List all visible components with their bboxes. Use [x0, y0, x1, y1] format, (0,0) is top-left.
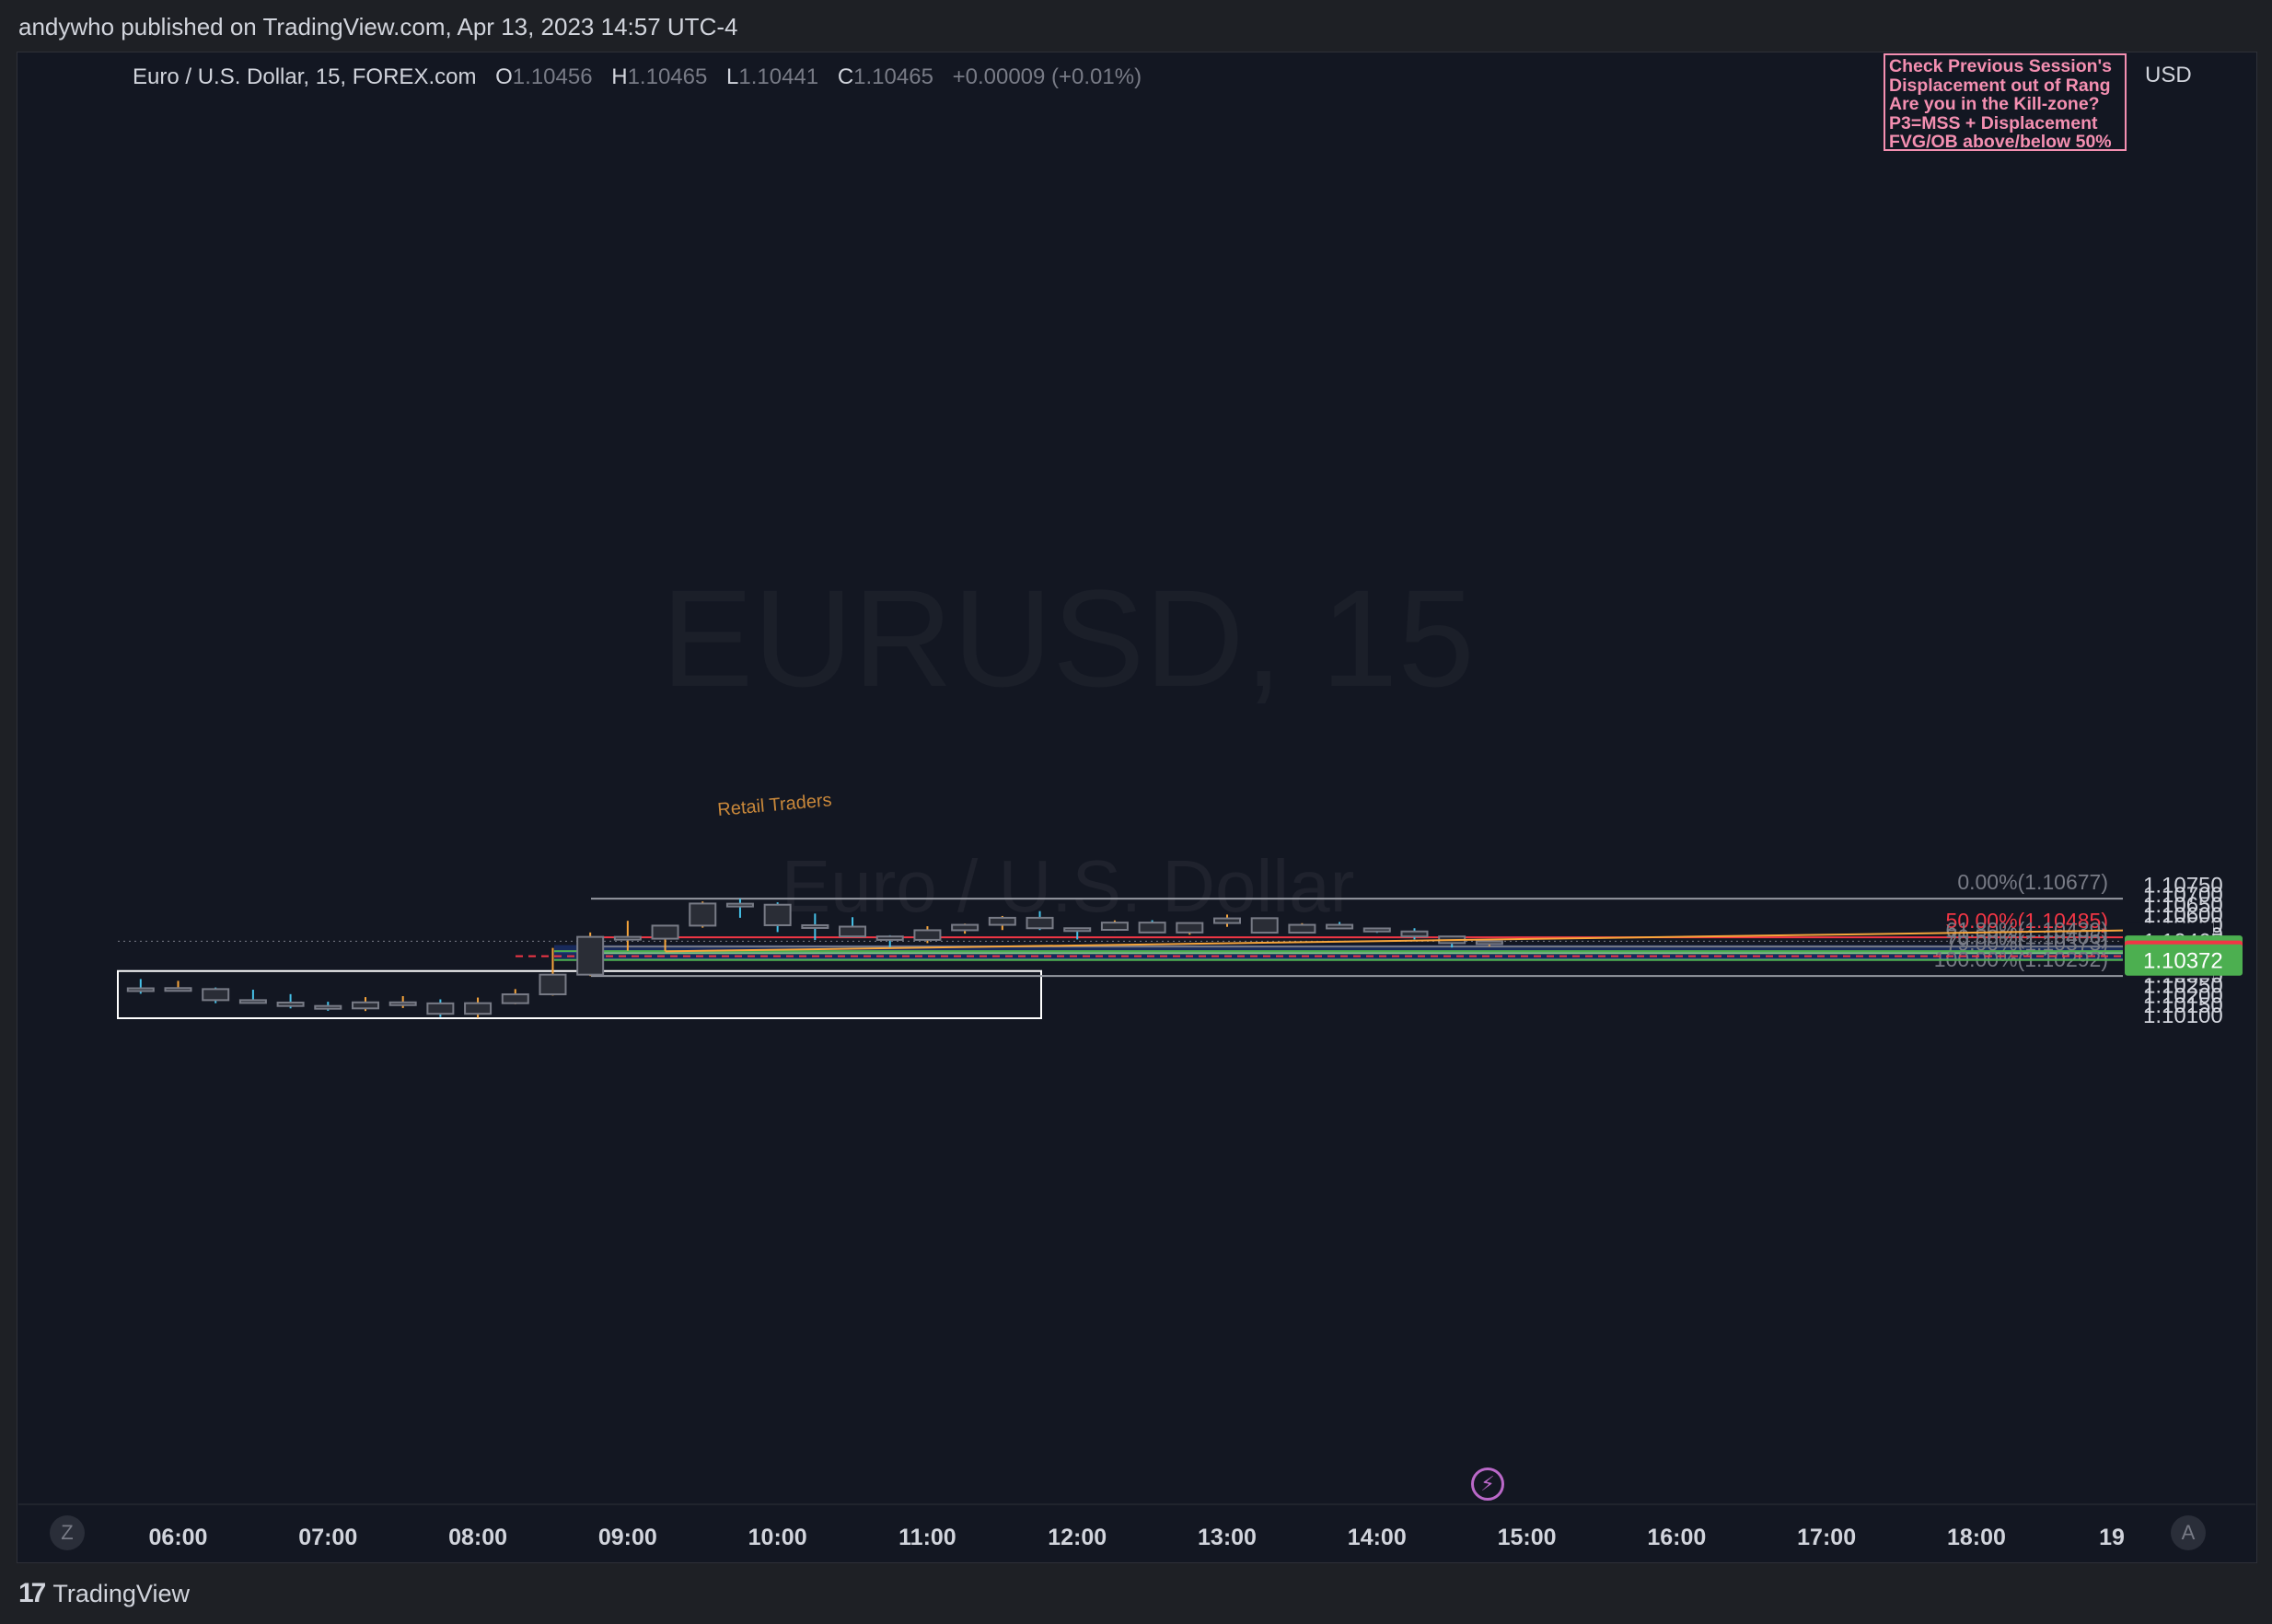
candle-body: [913, 929, 942, 941]
candle-body: [202, 988, 230, 1002]
candle-body: [464, 1002, 493, 1015]
candle-body: [651, 924, 679, 940]
note-line: Displacement out of Rang: [1889, 75, 2111, 96]
candle-body: [1475, 940, 1503, 945]
candle-body: [426, 1002, 455, 1015]
note-line: Check Previous Session's: [1889, 56, 2112, 76]
candle-body: [1250, 917, 1279, 934]
candle-body: [126, 987, 155, 992]
candle-body: [1362, 927, 1391, 933]
candle-body: [164, 987, 192, 992]
candle-body: [988, 916, 1016, 926]
price-tick: 1.10700: [2143, 883, 2223, 908]
close-label: C: [837, 64, 854, 89]
note-line: Are you in the Kill-zone?: [1889, 94, 2100, 114]
candle-body: [1100, 922, 1129, 931]
time-tick: 18:00: [1947, 1525, 2006, 1550]
low-value: 1.10441: [738, 64, 819, 89]
candle-body: [501, 993, 529, 1004]
time-tick: 16:00: [1647, 1525, 1706, 1550]
candle-body: [539, 973, 567, 996]
candle-body: [725, 902, 754, 908]
time-scale-area: [18, 1504, 2255, 1561]
candle-body: [314, 1004, 342, 1010]
time-tick: 17:00: [1797, 1525, 1856, 1550]
time-tick: 12:00: [1048, 1525, 1107, 1550]
plot-area: [18, 53, 2123, 1504]
candle-body: [689, 902, 717, 927]
low-label: L: [726, 64, 739, 89]
fib-level-label: 61.80%(1.10439): [1946, 918, 2108, 942]
candle-body: [1400, 930, 1429, 938]
price-tick: 1.10750: [2143, 873, 2223, 898]
symbol-name[interactable]: Euro / U.S. Dollar, 15, FOREX.com: [133, 64, 477, 89]
price-axis-label: 1.10372: [2143, 949, 2223, 974]
candle-body: [351, 1001, 379, 1010]
candle-body: [1026, 916, 1054, 930]
note-line: P3=MSS + Displacement: [1889, 112, 2098, 133]
candle-body: [1176, 922, 1204, 934]
top-bar: andywho published on TradingView.com, Ap…: [0, 0, 2272, 57]
checklist-note[interactable]: Check Previous Session's Displacement ou…: [1884, 53, 2127, 151]
candle-body: [951, 923, 980, 932]
price-tick: 1.10150: [2143, 993, 2223, 1018]
candle-body: [1288, 923, 1316, 934]
fib-level-label: 50.00%(1.10485): [1946, 909, 2108, 933]
candle-body: [839, 925, 867, 938]
high-label: H: [611, 64, 628, 89]
candle-body: [875, 935, 904, 941]
candle-body: [763, 903, 792, 926]
auto-scale-button[interactable]: A: [2171, 1515, 2206, 1550]
price-axis-label-box: [2125, 944, 2243, 976]
time-tick: 10:00: [748, 1525, 807, 1550]
time-tick: 13:00: [1198, 1525, 1257, 1550]
watermark-symbol: EURUSD, 15: [661, 561, 1475, 715]
open-label: O: [495, 64, 513, 89]
trendline: [665, 929, 2124, 953]
published-info: andywho published on TradingView.com, Ap…: [18, 13, 738, 41]
price-scale-area: [2123, 53, 2255, 1504]
candle-body: [1213, 917, 1242, 924]
candle-body: [1063, 927, 1092, 933]
lightning-icon[interactable]: ⚡: [1471, 1467, 1504, 1501]
close-value: 1.10465: [853, 64, 933, 89]
change-value: +0.00009 (+0.01%): [952, 64, 1142, 89]
candle-body: [576, 935, 605, 976]
time-tick: 14:00: [1348, 1525, 1407, 1550]
candle-body: [801, 923, 829, 929]
price-tick: 1.10650: [2143, 893, 2223, 918]
candle-body: [1138, 922, 1166, 934]
price-tick: 1.10200: [2143, 983, 2223, 1008]
candle-body: [1326, 923, 1354, 930]
left-scale-button[interactable]: Z: [50, 1515, 85, 1550]
high-value: 1.10465: [627, 64, 708, 89]
price-tick: 1.10100: [2143, 1003, 2223, 1028]
time-tick: 15:00: [1498, 1525, 1557, 1550]
candle-body: [388, 1001, 417, 1006]
time-tick: 06:00: [149, 1525, 208, 1550]
time-tick: 11:00: [898, 1525, 956, 1550]
fib-level-label: 0.00%(1.10677): [1957, 870, 2108, 894]
brand-name: TradingView: [52, 1579, 190, 1607]
fib-level-label: 70.50%(1.10406): [1946, 924, 2108, 948]
time-tick: 08:00: [448, 1525, 507, 1550]
candle-body: [276, 1001, 305, 1007]
time-tick: 07:00: [298, 1525, 357, 1550]
time-tick: 19: [2099, 1525, 2125, 1550]
tradingview-logo-icon: 17: [18, 1578, 46, 1608]
note-line: FVG/OB above/below 50%: [1889, 132, 2112, 151]
currency-label[interactable]: USD: [2145, 63, 2192, 87]
watermark-description: Euro / U.S. Dollar: [782, 845, 1354, 927]
open-value: 1.10456: [512, 64, 593, 89]
symbol-legend: Euro / U.S. Dollar, 15, FOREX.com O1.104…: [133, 64, 1142, 90]
candle-body: [613, 935, 642, 941]
tradingview-brand[interactable]: 17 TradingView: [18, 1578, 190, 1609]
time-tick: 09:00: [598, 1525, 657, 1550]
candle-body: [238, 999, 267, 1004]
